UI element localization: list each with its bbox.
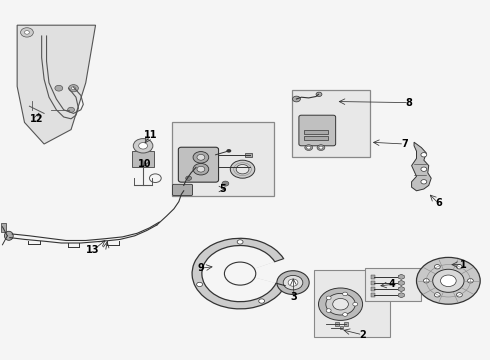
Bar (344, 322, 348, 326)
FancyBboxPatch shape (299, 115, 336, 146)
Bar (245, 153, 252, 157)
Bar (304, 130, 328, 134)
Circle shape (288, 279, 298, 286)
Circle shape (456, 293, 463, 297)
Ellipse shape (4, 231, 13, 240)
Circle shape (55, 85, 63, 91)
Circle shape (193, 163, 209, 175)
Circle shape (283, 275, 303, 290)
Circle shape (421, 180, 427, 184)
Circle shape (319, 146, 323, 149)
Wedge shape (192, 238, 285, 309)
Circle shape (421, 167, 427, 171)
Bar (314, 270, 390, 337)
Circle shape (224, 262, 256, 285)
Circle shape (139, 143, 147, 149)
Circle shape (197, 154, 205, 160)
Circle shape (326, 309, 331, 312)
Circle shape (343, 292, 347, 296)
Circle shape (193, 152, 209, 163)
Circle shape (236, 165, 249, 174)
Circle shape (317, 145, 325, 150)
Circle shape (316, 92, 322, 96)
Circle shape (293, 96, 300, 102)
Text: 9: 9 (197, 263, 204, 273)
Wedge shape (202, 246, 276, 302)
Text: 4: 4 (389, 279, 395, 289)
Circle shape (307, 146, 311, 149)
Circle shape (326, 293, 355, 315)
Bar (371, 281, 375, 285)
Circle shape (326, 296, 331, 300)
Circle shape (186, 176, 192, 180)
Text: 2: 2 (359, 330, 366, 340)
Circle shape (226, 149, 231, 153)
Circle shape (318, 288, 363, 320)
Circle shape (259, 299, 265, 303)
Circle shape (343, 313, 347, 316)
Circle shape (423, 279, 429, 283)
Text: 5: 5 (220, 184, 226, 194)
Circle shape (433, 269, 464, 292)
Bar (371, 287, 375, 291)
FancyBboxPatch shape (172, 184, 193, 195)
Text: 11: 11 (144, 130, 157, 140)
Bar (304, 136, 328, 140)
Circle shape (305, 145, 313, 150)
Circle shape (68, 107, 74, 112)
Circle shape (277, 271, 309, 294)
Bar (172, 122, 274, 196)
Circle shape (222, 181, 229, 186)
Bar (292, 90, 370, 157)
FancyBboxPatch shape (178, 147, 219, 182)
Circle shape (197, 166, 205, 172)
Circle shape (435, 293, 441, 297)
Bar (335, 322, 339, 326)
Bar (340, 326, 343, 329)
Circle shape (72, 87, 75, 90)
Text: 10: 10 (138, 159, 151, 169)
Circle shape (133, 139, 153, 153)
Text: 3: 3 (291, 292, 297, 302)
Text: 6: 6 (435, 198, 442, 208)
Bar (365, 268, 421, 301)
Text: 1: 1 (460, 260, 466, 270)
Bar (1, 223, 6, 232)
Bar (371, 293, 375, 297)
Circle shape (467, 279, 473, 283)
Polygon shape (412, 142, 431, 191)
Circle shape (416, 257, 480, 304)
Circle shape (421, 153, 427, 157)
Text: 8: 8 (406, 98, 413, 108)
Circle shape (441, 275, 456, 287)
Circle shape (230, 160, 255, 178)
Bar (371, 275, 375, 279)
Text: 7: 7 (401, 139, 408, 149)
Text: 12: 12 (30, 114, 44, 124)
Polygon shape (17, 25, 96, 144)
Circle shape (237, 240, 243, 244)
Bar (245, 165, 252, 170)
Circle shape (435, 265, 441, 269)
Circle shape (353, 302, 358, 306)
Text: 13: 13 (86, 245, 100, 255)
Circle shape (21, 28, 33, 37)
Circle shape (24, 31, 29, 34)
Circle shape (333, 298, 348, 310)
Circle shape (456, 265, 463, 269)
Circle shape (69, 85, 78, 92)
Circle shape (196, 282, 202, 287)
Bar (132, 151, 154, 167)
